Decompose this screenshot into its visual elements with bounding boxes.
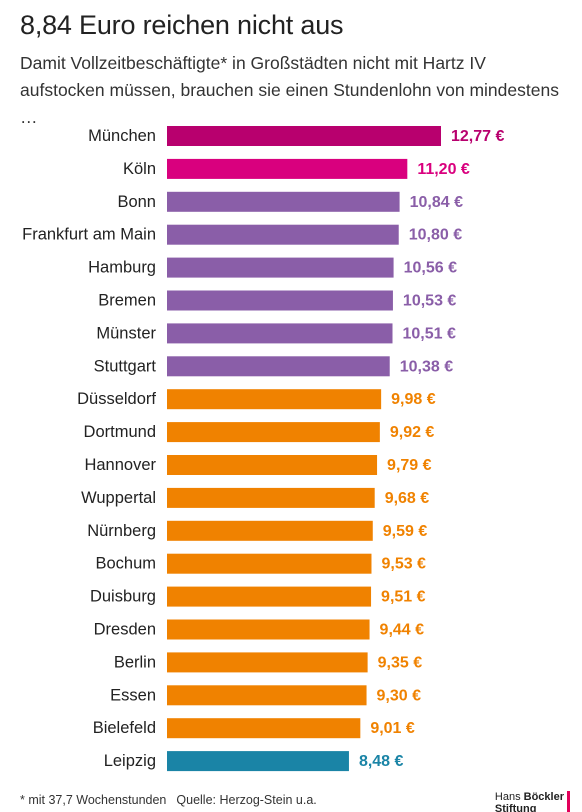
footer: * mit 37,7 Wochenstunden Quelle: Herzog-S… (20, 793, 317, 807)
category-label: Hamburg (88, 259, 156, 277)
value-label: 9,51 € (381, 589, 426, 606)
category-label: Nürnberg (87, 522, 156, 540)
value-label: 10,38 € (400, 358, 453, 375)
bar (167, 520, 373, 541)
value-label: 10,84 € (410, 194, 463, 211)
logo-accent-bar (567, 791, 570, 812)
value-label: 9,68 € (385, 490, 430, 507)
value-label: 9,59 € (383, 523, 428, 540)
bar (167, 619, 370, 640)
value-label: 12,77 € (451, 128, 504, 145)
bar (167, 553, 372, 574)
footnote: * mit 37,7 Wochenstunden (20, 793, 167, 807)
logo-text-stiftung: Stiftung (494, 803, 537, 812)
bar (167, 586, 372, 607)
bar (167, 751, 349, 772)
bar-chart: München 12,77 € Köln 11,20 € Bonn 10,84 € Fran… (22, 126, 504, 772)
bar (167, 257, 394, 278)
bar (167, 487, 375, 508)
value-label: 9,53 € (381, 556, 426, 573)
bar (167, 685, 367, 706)
bar (167, 126, 441, 146)
category-label: Hannover (84, 456, 156, 474)
bar (167, 356, 390, 377)
value-label: 10,53 € (403, 293, 456, 310)
value-label: 11,20 € (417, 161, 470, 178)
category-label: Bremen (98, 292, 156, 310)
category-label: Bielefeld (93, 719, 156, 737)
value-label: 10,80 € (409, 227, 462, 244)
category-label: Bochum (95, 555, 156, 573)
value-label: 9,79 € (387, 457, 432, 474)
logo-text-hans: Hans (494, 791, 521, 803)
chart-subtitle: Damit Vollzeitbeschäftigte* in Großstädt… (20, 53, 559, 127)
category-label: Dresden (94, 621, 156, 639)
category-label: Duisburg (90, 588, 156, 606)
category-label: Köln (123, 160, 156, 178)
category-label: Dortmund (84, 423, 156, 441)
bar (167, 191, 400, 212)
category-label: Leipzig (104, 752, 156, 770)
bar (167, 652, 368, 673)
logo-text-boeckler: Böckler (523, 791, 564, 803)
value-label: 9,01 € (370, 720, 415, 737)
hans-boeckler-stiftung-logo: Hans Böckler Stiftung (495, 791, 570, 812)
source-note: Quelle: Herzog-Stein u.a. (176, 793, 317, 807)
bar (167, 455, 378, 475)
category-label: Stuttgart (94, 357, 157, 375)
category-label: Münster (96, 324, 156, 342)
bar (167, 422, 380, 443)
category-label: Düsseldorf (77, 390, 156, 408)
value-label: 9,98 € (391, 391, 436, 408)
bar (167, 158, 408, 179)
category-label: München (88, 127, 156, 145)
value-label: 9,44 € (380, 622, 425, 639)
value-label: 9,35 € (378, 654, 423, 671)
value-label: 8,48 € (359, 753, 404, 770)
chart-title: 8,84 Euro reichen nicht aus (20, 10, 344, 40)
category-label: Essen (110, 686, 156, 704)
category-label: Bonn (117, 193, 156, 211)
category-label: Frankfurt am Main (22, 226, 156, 244)
value-label: 9,92 € (390, 424, 435, 441)
bar (167, 323, 393, 344)
bar-group: München 12,77 € Köln 11,20 € Bonn 10,84 € Fran… (22, 126, 504, 772)
bar (167, 224, 399, 245)
value-label: 9,30 € (377, 687, 422, 704)
value-label: 10,51 € (403, 325, 456, 342)
bar (167, 389, 382, 410)
category-label: Berlin (114, 653, 156, 671)
bar (167, 290, 393, 311)
category-label: Wuppertal (81, 489, 156, 507)
value-label: 10,56 € (404, 260, 457, 277)
bar (167, 718, 361, 739)
